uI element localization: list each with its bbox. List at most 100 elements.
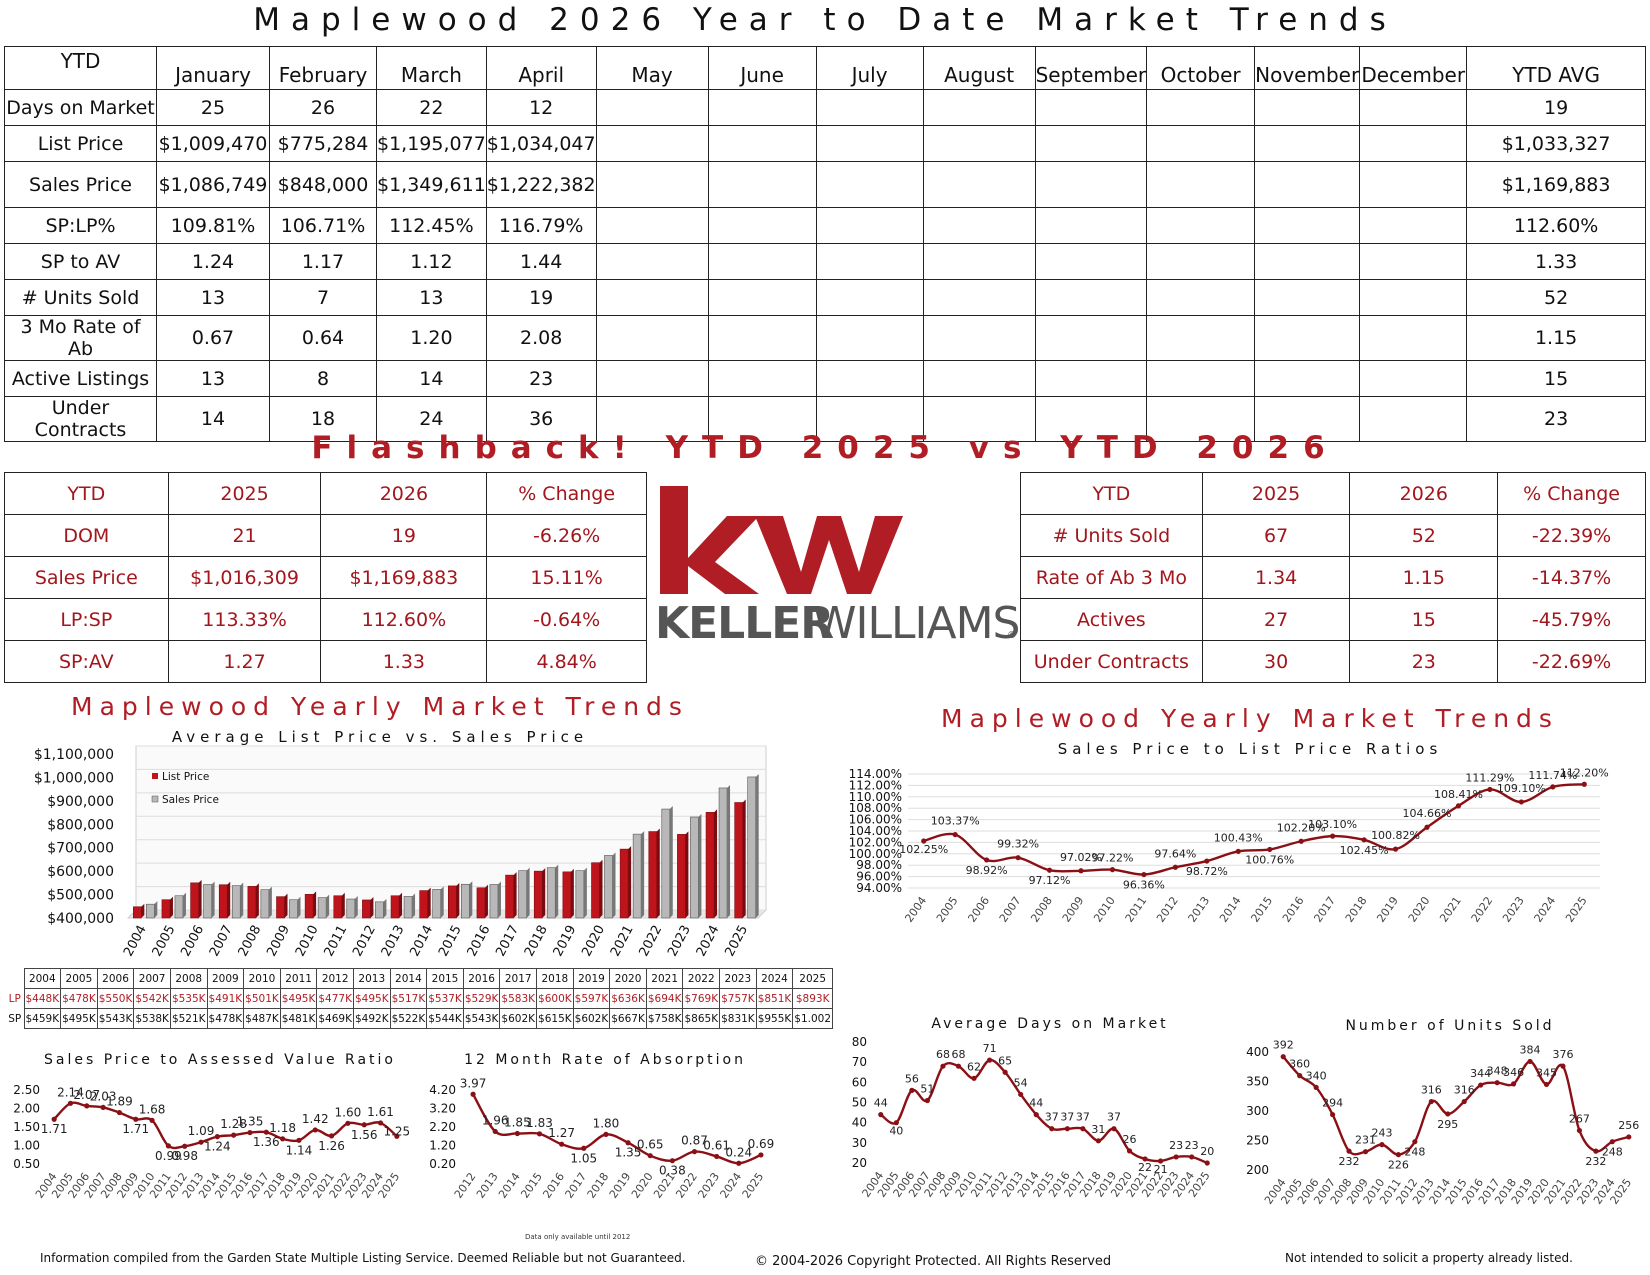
data-point — [1064, 1126, 1070, 1132]
vals-lp: $477K — [316, 988, 354, 1009]
vals-lp: $537K — [426, 988, 464, 1009]
ytd-cell: 2.08 — [485, 315, 597, 361]
data-point — [1478, 1082, 1484, 1088]
ytd-avg-cell: 23 — [1466, 396, 1646, 442]
absorption-line-chart: 0.20 1.20 2.20 3.20 4.20 3.97 2012 1.96 2013 1.85… — [429, 1076, 774, 1200]
data-point — [1527, 1058, 1533, 1065]
y-tick-label: $500,000 — [47, 888, 114, 904]
ytd-cell — [1254, 161, 1361, 208]
ytd-cell — [707, 279, 817, 316]
ytd-cell: 13 — [156, 360, 270, 397]
bar-list-price — [333, 895, 343, 919]
data-label: 103.37% — [931, 815, 980, 828]
data-label: 112.20% — [1560, 766, 1609, 779]
bar-sales-side — [727, 784, 731, 918]
ytd-cell: $1,034,047 — [485, 125, 597, 162]
x-tick-label: 2014 — [496, 1170, 523, 1200]
bar-list-side — [542, 868, 546, 918]
data-label: 1.85 — [504, 1115, 531, 1129]
data-point — [1424, 824, 1430, 830]
ytd-cell: 25 — [156, 89, 270, 126]
data-label: 231 — [1355, 1134, 1376, 1147]
ytd-cell — [1034, 89, 1148, 126]
bar-list-price — [133, 906, 142, 919]
data-point — [345, 1120, 351, 1126]
data-point — [296, 1137, 302, 1143]
ytd-cell — [595, 315, 709, 361]
vals-year: 2008 — [169, 968, 208, 989]
y-tick-label: 102.00% — [849, 835, 902, 849]
logo-wordmark-bold: KELLER — [655, 598, 833, 649]
vals-sp: $544K — [426, 1008, 464, 1029]
vals-lp: $491K — [206, 988, 245, 1009]
data-point — [909, 1087, 915, 1093]
data-label: 1.61 — [367, 1105, 394, 1119]
bar-list-side — [227, 881, 231, 918]
vals-sp: $955K — [755, 1008, 794, 1029]
flash-cell: # Units Sold — [1020, 514, 1203, 557]
data-point — [1173, 1154, 1179, 1160]
vals-year: 2013 — [352, 968, 391, 989]
ytd-cell: 8 — [269, 360, 377, 397]
x-tick-label: 2017 — [1311, 894, 1338, 924]
flash-header: 2025 — [1201, 472, 1351, 515]
ytd-row-label: SP to AV — [4, 243, 157, 280]
data-label: 1.26 — [318, 1139, 345, 1153]
data-label: 111.74% — [1528, 769, 1577, 782]
y-tick-label: 60 — [852, 1075, 867, 1089]
data-point — [536, 1131, 543, 1137]
vals-sp: $538K — [133, 1008, 171, 1029]
data-point — [263, 1129, 269, 1135]
ytd-cell — [1254, 360, 1361, 397]
month-header: April — [485, 46, 597, 90]
data-point — [1346, 1148, 1352, 1154]
vals-sp: $831K — [719, 1008, 757, 1029]
vals-year: 2012 — [316, 968, 354, 989]
ytd-cell: 7 — [269, 279, 377, 316]
ytd-row-label: # Units Sold — [4, 279, 157, 316]
vals-year: 2019 — [572, 968, 611, 989]
x-tick-label: 2014 — [407, 923, 436, 959]
x-tick-label: 2018 — [1343, 894, 1370, 924]
data-label: 232 — [1339, 1155, 1360, 1168]
vals-lp: $636K — [609, 988, 647, 1009]
data-point — [1172, 864, 1178, 870]
bar-sales-side — [440, 886, 444, 918]
ytd-cell — [1034, 161, 1148, 208]
data-point — [1395, 1152, 1402, 1158]
data-point — [1510, 1081, 1517, 1087]
month-header: August — [922, 46, 1036, 90]
data-label: 102.45% — [1340, 844, 1389, 857]
vals-lp: $542K — [133, 988, 171, 1009]
bar-sales-price — [461, 883, 470, 919]
bar-list-price — [705, 812, 715, 919]
data-point — [116, 1109, 123, 1116]
data-point — [1428, 1098, 1434, 1105]
y-tick-label: 0.50 — [13, 1157, 40, 1171]
vals-sp: $469K — [316, 1008, 354, 1029]
month-header: March — [376, 46, 487, 90]
data-label: 44 — [874, 1097, 888, 1110]
ytd-cell — [1359, 243, 1468, 280]
data-label: 2.14 — [57, 1085, 84, 1099]
ytd-row-label: SP:LP% — [4, 207, 157, 244]
sp-to-av-line-chart: 0.501.001.502.002.501.7120042.1420052.07… — [13, 1083, 410, 1201]
data-label: 0.61 — [703, 1138, 730, 1152]
ytd-cell — [1146, 360, 1256, 397]
data-label: 104.66% — [1403, 807, 1452, 820]
vals-lp: $495K — [352, 988, 391, 1009]
bar-sales-price — [632, 833, 642, 919]
data-point — [758, 1152, 764, 1158]
x-tick-label: 2024 — [1532, 894, 1559, 924]
bar-sales-price — [146, 903, 155, 919]
data-label: 20 — [1200, 1145, 1214, 1158]
data-label: 99.32% — [997, 838, 1039, 851]
bar-list-side — [284, 893, 288, 918]
data-label: 98.92% — [966, 864, 1008, 877]
x-tick-label: 2013 — [1186, 894, 1213, 924]
ytd-cell — [1359, 279, 1468, 316]
x-tick-label: 2006 — [965, 894, 992, 924]
x-tick-label: 2005 — [150, 923, 179, 959]
vals-year: 2017 — [499, 968, 538, 989]
